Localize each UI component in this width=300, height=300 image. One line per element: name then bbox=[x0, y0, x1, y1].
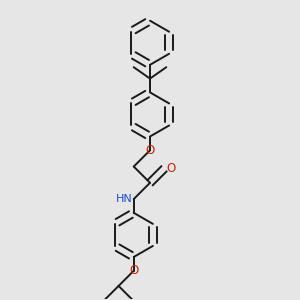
Text: O: O bbox=[167, 162, 176, 175]
Text: O: O bbox=[146, 144, 154, 157]
Text: O: O bbox=[129, 264, 138, 277]
Text: HN: HN bbox=[116, 194, 132, 204]
